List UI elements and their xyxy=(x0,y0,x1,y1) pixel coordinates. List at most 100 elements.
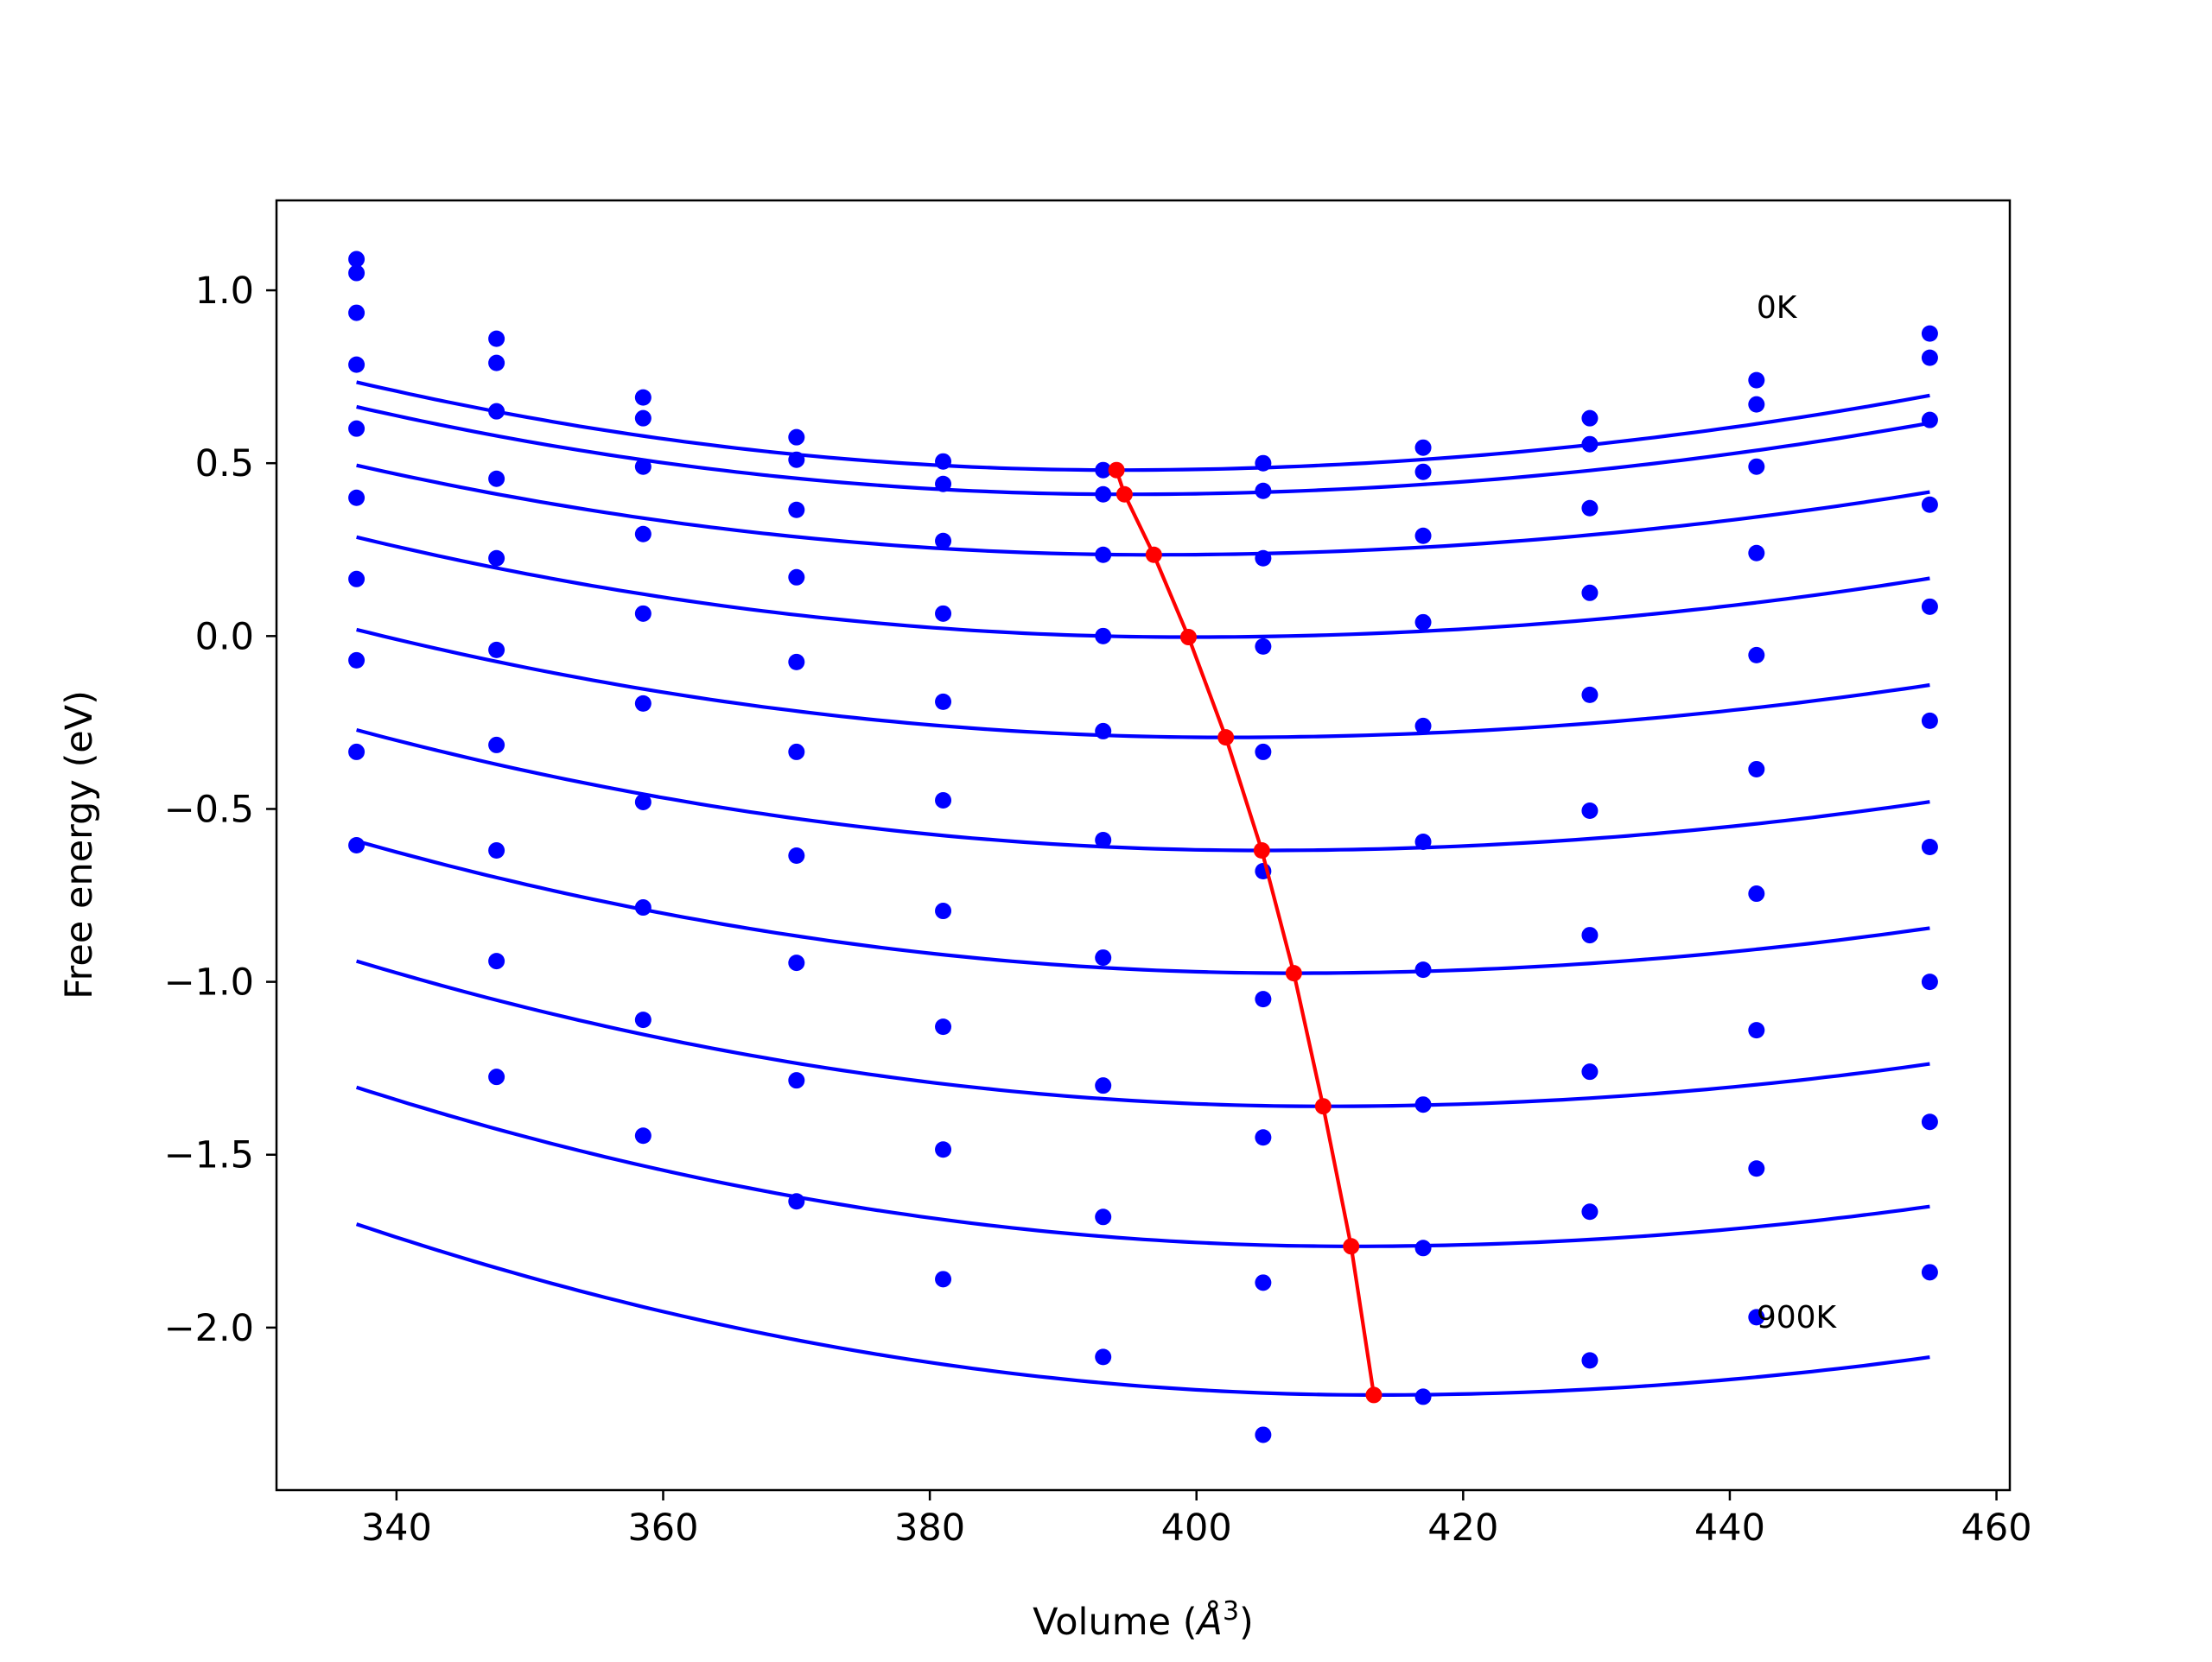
data-point-s8-3 xyxy=(788,1072,805,1089)
data-point-s3-10 xyxy=(1921,496,1938,513)
data-point-s0-2 xyxy=(634,389,652,406)
data-point-s0-0 xyxy=(348,251,365,268)
data-point-s2-7 xyxy=(1414,527,1432,544)
data-point-s9-9 xyxy=(1748,1309,1765,1326)
data-point-s9-0 xyxy=(348,837,365,853)
minimum-point-0 xyxy=(1108,461,1125,479)
x-tick-label-460: 460 xyxy=(1961,1507,2032,1550)
data-point-s7-2 xyxy=(634,899,652,917)
data-point-s0-9 xyxy=(1748,371,1765,389)
data-point-s5-8 xyxy=(1581,802,1599,819)
data-point-s7-6 xyxy=(1255,1129,1272,1146)
data-point-s2-4 xyxy=(935,532,952,549)
data-point-s9-4 xyxy=(935,1271,952,1288)
fit-curves xyxy=(355,380,1930,1397)
minimum-point-6 xyxy=(1285,965,1302,982)
data-point-s6-3 xyxy=(788,847,805,865)
data-point-s7-9 xyxy=(1748,1022,1765,1039)
data-point-s6-9 xyxy=(1748,885,1765,903)
x-axis-label: Volume (Å3) xyxy=(1033,1596,1254,1644)
data-point-s1-7 xyxy=(1414,463,1432,480)
minimum-point-5 xyxy=(1253,842,1270,860)
data-point-s0-3 xyxy=(788,428,805,446)
annotation-1: 900K xyxy=(1757,1300,1838,1335)
data-point-s0-5 xyxy=(1095,461,1112,479)
minimum-point-3 xyxy=(1179,629,1197,646)
data-point-s2-2 xyxy=(634,458,652,475)
x-tick-label-440: 440 xyxy=(1694,1507,1765,1550)
plot-frame xyxy=(275,199,2012,1492)
x-tick-label-340: 340 xyxy=(361,1507,432,1550)
data-point-s1-0 xyxy=(348,264,365,282)
data-point-s2-5 xyxy=(1095,546,1112,563)
fit-curve-3 xyxy=(356,535,1930,639)
data-point-s4-10 xyxy=(1921,598,1938,615)
data-point-s3-4 xyxy=(935,605,952,622)
data-point-s3-1 xyxy=(488,470,505,487)
y-axis-label: Free energy (eV) xyxy=(58,690,101,999)
annotation-0: 0K xyxy=(1757,290,1798,326)
minimum-point-9 xyxy=(1365,1386,1382,1404)
data-point-s5-2 xyxy=(634,695,652,712)
data-point-s5-4 xyxy=(935,791,952,809)
data-point-s0-7 xyxy=(1414,439,1432,456)
data-point-s5-9 xyxy=(1748,760,1765,777)
minimum-point-1 xyxy=(1116,485,1133,503)
data-point-s3-2 xyxy=(634,525,652,542)
data-point-s4-8 xyxy=(1581,686,1599,703)
fit-curve-9 xyxy=(355,1222,1930,1397)
fit-curve-1 xyxy=(356,404,1930,497)
data-point-s9-2 xyxy=(634,1127,652,1145)
data-point-s0-4 xyxy=(935,453,952,470)
data-point-s4-3 xyxy=(788,653,805,670)
data-point-s8-10 xyxy=(1921,1113,1938,1131)
fit-curve-8 xyxy=(355,1085,1930,1248)
data-point-s7-0 xyxy=(348,651,365,669)
data-point-s0-1 xyxy=(488,330,505,347)
fit-curve-7 xyxy=(356,959,1930,1108)
data-point-s2-1 xyxy=(488,403,505,420)
data-point-s5-10 xyxy=(1921,712,1938,729)
data-point-s4-1 xyxy=(488,549,505,567)
data-point-s6-5 xyxy=(1095,949,1112,967)
data-point-s6-6 xyxy=(1255,991,1272,1008)
data-point-s5-1 xyxy=(488,641,505,658)
data-point-s5-0 xyxy=(348,489,365,506)
data-point-s2-9 xyxy=(1748,458,1765,475)
data-point-s2-0 xyxy=(348,304,365,321)
data-point-s6-8 xyxy=(1581,927,1599,944)
data-point-s1-3 xyxy=(788,451,805,468)
y-tick-label-1: 0.5 xyxy=(195,442,254,485)
data-point-s1-8 xyxy=(1581,435,1599,453)
fit-curve-2 xyxy=(356,463,1930,557)
data-point-s6-10 xyxy=(1921,839,1938,856)
data-point-s3-8 xyxy=(1581,584,1599,601)
minimum-point-4 xyxy=(1217,729,1235,746)
data-point-s8-5 xyxy=(1095,1208,1112,1226)
data-point-s9-5 xyxy=(1095,1348,1112,1366)
data-point-s3-5 xyxy=(1095,627,1112,644)
data-point-s8-9 xyxy=(1748,1160,1765,1177)
data-point-s3-6 xyxy=(1255,638,1272,655)
data-point-s9-8 xyxy=(1581,1352,1599,1369)
data-point-s6-7 xyxy=(1414,961,1432,979)
y-tick-label-5: −1.5 xyxy=(164,1134,254,1177)
minimum-point-7 xyxy=(1314,1098,1332,1115)
data-point-s7-4 xyxy=(935,1018,952,1036)
minimum-point-8 xyxy=(1343,1238,1360,1255)
fit-curve-0 xyxy=(356,380,1930,473)
data-point-s8-1 xyxy=(488,953,505,970)
data-point-s9-1 xyxy=(488,1069,505,1086)
data-point-s1-5 xyxy=(1095,485,1112,503)
data-point-s7-8 xyxy=(1581,1063,1599,1081)
x-tick-label-360: 360 xyxy=(627,1507,698,1550)
data-point-s0-8 xyxy=(1581,409,1599,427)
data-point-s8-8 xyxy=(1581,1203,1599,1221)
data-point-s4-9 xyxy=(1748,646,1765,663)
data-point-s1-9 xyxy=(1748,396,1765,413)
data-point-s8-0 xyxy=(348,743,365,760)
data-point-s3-0 xyxy=(348,356,365,373)
data-point-s3-9 xyxy=(1748,544,1765,561)
data-point-s1-4 xyxy=(935,475,952,492)
